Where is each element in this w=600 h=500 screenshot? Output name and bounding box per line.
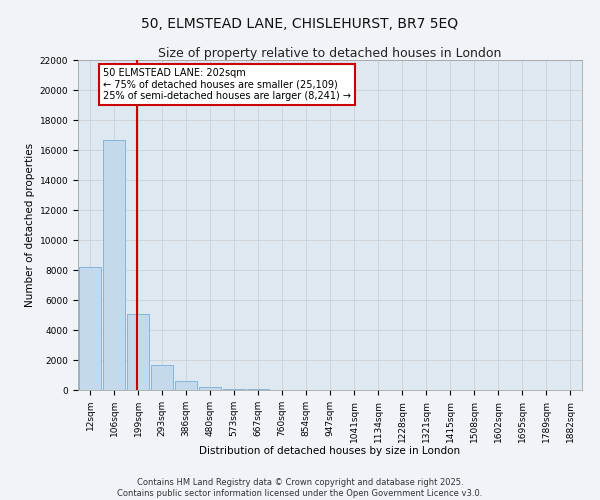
- Bar: [175, 381, 197, 390]
- Y-axis label: Number of detached properties: Number of detached properties: [25, 143, 35, 307]
- X-axis label: Distribution of detached houses by size in London: Distribution of detached houses by size …: [199, 446, 461, 456]
- Text: Contains HM Land Registry data © Crown copyright and database right 2025.
Contai: Contains HM Land Registry data © Crown c…: [118, 478, 482, 498]
- Bar: [247, 389, 269, 390]
- Text: 50 ELMSTEAD LANE: 202sqm
← 75% of detached houses are smaller (25,109)
25% of se: 50 ELMSTEAD LANE: 202sqm ← 75% of detach…: [103, 68, 351, 100]
- Bar: [199, 387, 221, 390]
- Title: Size of property relative to detached houses in London: Size of property relative to detached ho…: [158, 47, 502, 60]
- Bar: [79, 267, 101, 390]
- Bar: [127, 314, 149, 390]
- Bar: [103, 140, 125, 390]
- Text: 50, ELMSTEAD LANE, CHISLEHURST, BR7 5EQ: 50, ELMSTEAD LANE, CHISLEHURST, BR7 5EQ: [142, 18, 458, 32]
- Bar: [151, 364, 173, 390]
- Bar: [223, 388, 245, 390]
